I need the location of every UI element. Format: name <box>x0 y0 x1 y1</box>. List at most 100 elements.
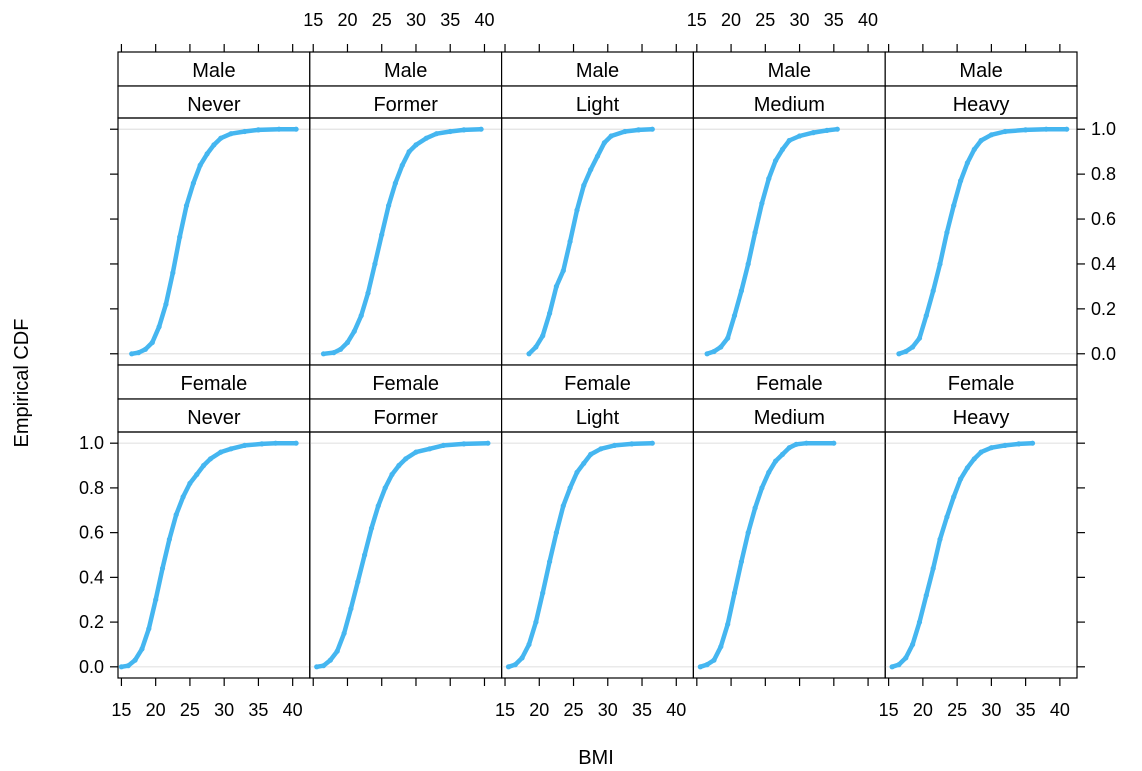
ecdf-point <box>923 592 929 598</box>
ecdf-point <box>786 137 792 144</box>
ecdf-point <box>937 261 943 267</box>
ecdf-point <box>201 462 207 469</box>
ecdf-point <box>916 335 923 341</box>
ecdf-point <box>355 579 361 585</box>
ecdf-point <box>752 229 758 236</box>
strip-sex-label: Male <box>384 60 427 82</box>
ecdf-point <box>197 162 203 168</box>
panel-frame <box>309 431 503 679</box>
ecdf-point <box>971 146 977 152</box>
ecdf-point <box>273 440 279 446</box>
ecdf-point <box>461 127 467 133</box>
ecdf-point <box>413 142 419 148</box>
ecdf-point <box>129 351 135 357</box>
strip-smoking-label: Former <box>373 94 438 116</box>
ecdf-point <box>375 503 381 509</box>
x-tick-label: 35 <box>440 10 460 30</box>
strip-smoking-label: Former <box>373 407 438 429</box>
x-tick-label: 25 <box>372 10 392 30</box>
panels-grid: MaleNeverMaleFormerMaleLightMaleMediumMa… <box>117 51 1078 679</box>
ecdf-point <box>1029 440 1036 446</box>
ecdf-point <box>622 128 628 135</box>
ecdf-point <box>1002 128 1008 135</box>
ecdf-point <box>392 180 398 186</box>
bottom-x-axis: 15 20 25 30 35 40 15 20 25 30 35 40 15 20 25 30 35 40 <box>111 678 1070 720</box>
x-tick-label: 25 <box>564 700 584 720</box>
ecdf-point <box>711 657 717 663</box>
ecdf-point <box>1043 126 1049 132</box>
ecdf-point <box>505 664 512 670</box>
x-tick-label: 40 <box>283 700 303 720</box>
strip-smoking-box <box>501 85 695 119</box>
ecdf-point <box>211 142 217 148</box>
panel-male-heavy: Male Heavy <box>884 51 1078 366</box>
ecdf-point <box>964 160 971 166</box>
y-tick-label: 0.2 <box>79 612 104 632</box>
ecdf-point <box>228 131 234 137</box>
ecdf-point <box>759 485 765 491</box>
ecdf-point <box>331 350 337 356</box>
strip-smoking-box <box>692 398 886 433</box>
ecdf-point <box>320 663 327 669</box>
ecdf-point <box>978 449 984 455</box>
x-tick-label: 20 <box>529 700 549 720</box>
x-tick-label: 40 <box>666 700 686 720</box>
strip-sex-label: Male <box>576 60 619 82</box>
panel-frame <box>884 431 1078 679</box>
ecdf-point <box>731 313 738 319</box>
ecdf-point <box>711 348 717 355</box>
x-tick-label: 30 <box>214 700 234 720</box>
ecdf-point <box>930 565 936 572</box>
ecdf-point <box>697 664 703 670</box>
ecdf-point <box>314 664 320 670</box>
ecdf-point <box>903 348 909 355</box>
ecdf-point <box>588 451 594 457</box>
ecdf-point <box>142 346 148 352</box>
ecdf-point <box>834 126 840 132</box>
ecdf-point <box>228 446 234 452</box>
ecdf-point <box>704 351 710 357</box>
ecdf-point <box>910 344 916 350</box>
ecdf-point <box>427 446 433 452</box>
ecdf-point <box>163 301 169 307</box>
ecdf-point <box>461 441 467 447</box>
ecdf-point <box>396 462 402 469</box>
x-tick-label: 35 <box>824 10 844 30</box>
panel-frame <box>117 117 311 366</box>
ecdf-point <box>779 451 786 457</box>
strip-smoking-label: Never <box>187 407 241 429</box>
ecdf-point <box>118 664 124 670</box>
ecdf-point <box>255 127 261 133</box>
x-tick-label: 25 <box>947 700 967 720</box>
ecdf-point <box>910 641 916 648</box>
ecdf-series-line <box>119 440 299 670</box>
ecdf-point <box>896 351 902 357</box>
ecdf-point <box>533 619 539 625</box>
ecdf-point <box>636 127 642 133</box>
x-tick-label: 40 <box>858 10 878 30</box>
ecdf-point <box>988 132 995 138</box>
ecdf-point <box>156 324 162 330</box>
ecdf-point <box>567 485 573 491</box>
ecdf-series-line <box>129 126 299 357</box>
strip-sex-label: Female <box>756 373 823 395</box>
ecdf-point <box>745 261 751 267</box>
ecdf-point <box>526 351 532 357</box>
ecdf-point <box>581 460 587 466</box>
ecdf-point <box>348 606 354 612</box>
top-x-axis: 15 20 25 30 35 40 15 20 25 30 35 40 <box>120 10 1061 52</box>
x-tick-label: 15 <box>879 700 899 720</box>
ecdf-point <box>944 229 950 236</box>
ecdf-point <box>1016 441 1022 447</box>
y-tick-label: 1.0 <box>79 433 104 453</box>
ecdf-point <box>485 440 491 446</box>
ecdf-point <box>889 664 895 670</box>
ecdf-point <box>433 131 440 137</box>
ecdf-point <box>704 662 710 668</box>
panel-female-never: Female Never <box>117 364 311 679</box>
ecdf-point <box>923 313 929 319</box>
ecdf-point <box>951 494 957 500</box>
x-tick-label: 25 <box>180 700 200 720</box>
x-tick-label: 20 <box>913 700 933 720</box>
ecdf-point <box>649 440 655 446</box>
